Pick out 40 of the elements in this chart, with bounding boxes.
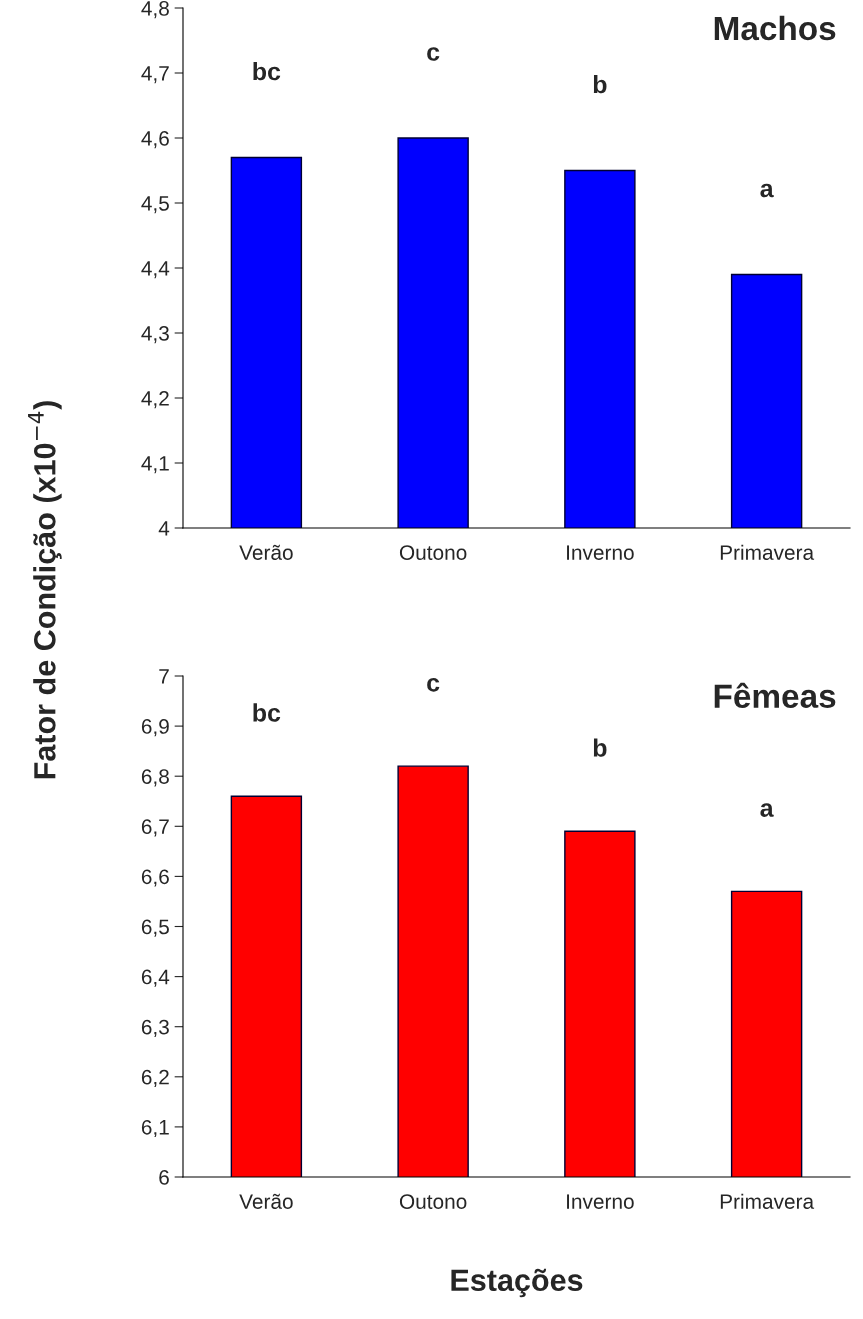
x-tick-label: Inverno [567,1194,634,1209]
chart-title: Machos [714,15,836,41]
y-tick-label: 4,4 [141,261,170,279]
annotation: a [760,183,774,198]
y-tick-label: 4,7 [141,66,169,84]
chart-title: Fêmeas [714,682,836,708]
y-tick-label: 6 [159,1170,169,1185]
annotation: c [427,677,440,692]
y-tick-label: 6,1 [141,1119,169,1138]
y-tick-label: 7 [159,669,169,684]
x-axis-title: Estações [451,1268,583,1298]
annotation: b [593,74,607,94]
y-tick-label: 4,8 [141,1,169,19]
y-tick-label: 6,5 [141,919,169,937]
x-tick-label: Primavera [720,544,815,560]
y-tick-label: 4,3 [141,326,169,344]
y-tick-label: 6,3 [141,1019,169,1037]
annotation: a [760,803,774,817]
y-tick-label: 6,2 [141,1069,169,1088]
y-tick-label: 6,4 [141,969,170,987]
annotation: bc [253,61,281,81]
x-tick-label: Verão [239,544,293,560]
x-tick-label: Primavera [720,1193,815,1209]
y-tick-label: 6,7 [141,819,169,837]
annotation: c [427,47,440,61]
annotation: bc [253,703,281,722]
y-tick-label: 6,9 [141,719,169,737]
annotation: b [593,738,607,757]
y-tick-label: 4,5 [141,196,169,214]
y-tick-label: 6,6 [141,869,169,887]
x-tick-label: Verão [239,1193,293,1209]
y-tick-label: 4,1 [141,456,169,474]
y-tick-label: 4 [158,521,170,536]
y-axis-title: Fator de Condição (x10$^{−4}$) [28,401,62,779]
x-tick-label: Outono [399,545,467,560]
x-tick-label: Inverno [567,545,634,560]
y-tick-label: 4,2 [141,391,169,409]
x-tick-label: Outono [399,1194,467,1209]
y-tick-label: 4,6 [141,131,169,149]
y-tick-label: 6,8 [141,769,169,787]
